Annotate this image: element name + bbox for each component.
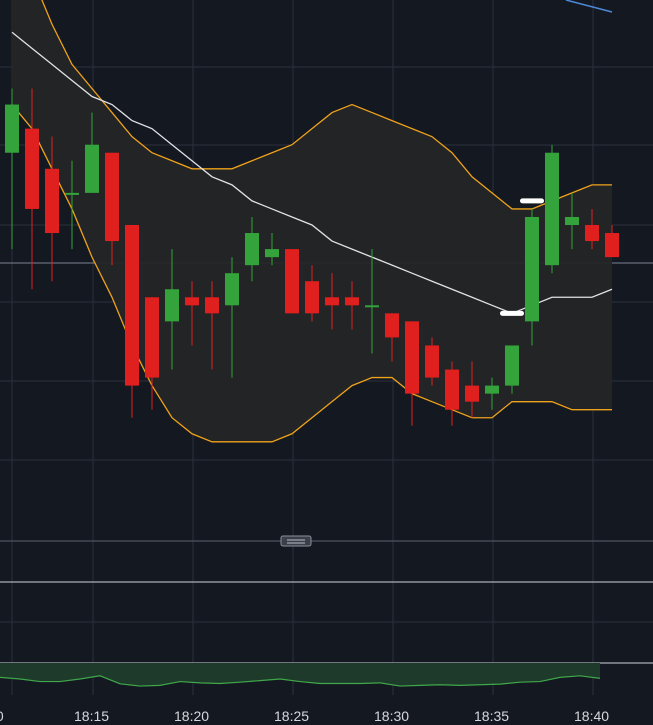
candle-body[interactable] <box>605 233 619 258</box>
x-tick-label: 18:35 <box>474 708 509 724</box>
candle-body[interactable] <box>585 225 599 242</box>
candle[interactable] <box>565 192 579 250</box>
candle[interactable] <box>305 265 319 322</box>
candle-body[interactable] <box>205 297 219 314</box>
candle[interactable] <box>25 88 39 290</box>
candle[interactable] <box>45 136 59 282</box>
candle-body[interactable] <box>285 249 299 314</box>
oscillator-pane <box>0 581 653 687</box>
trend-line <box>565 0 613 13</box>
candle-body[interactable] <box>365 305 379 308</box>
candle[interactable] <box>205 281 219 370</box>
candle[interactable] <box>485 377 499 410</box>
osc-fill <box>0 663 600 687</box>
candle-body[interactable] <box>225 273 239 306</box>
marker <box>520 198 544 204</box>
candle[interactable] <box>145 297 159 410</box>
trend-line-segment <box>565 0 613 13</box>
candle[interactable] <box>325 273 339 330</box>
x-tick-label: 18:15 <box>74 708 109 724</box>
candle-body[interactable] <box>325 297 339 306</box>
candle-body[interactable] <box>105 152 119 242</box>
drag-handle-icon[interactable] <box>280 535 312 547</box>
candle-body[interactable] <box>445 369 459 410</box>
candle-body[interactable] <box>65 192 79 195</box>
candle[interactable] <box>525 208 539 346</box>
candle-body[interactable] <box>345 297 359 306</box>
osc-line <box>0 675 601 687</box>
candle[interactable] <box>165 249 179 370</box>
x-tick-label: 18:20 <box>174 708 209 724</box>
candle-body[interactable] <box>305 281 319 314</box>
candle-body[interactable] <box>245 233 259 266</box>
candle-body[interactable] <box>145 297 159 378</box>
candle-body[interactable] <box>45 168 59 234</box>
candle[interactable] <box>85 112 99 193</box>
candle-body[interactable] <box>565 216 579 225</box>
band-fill <box>12 0 612 442</box>
pane-divider[interactable] <box>0 535 653 547</box>
candle[interactable] <box>245 216 259 282</box>
candle-body[interactable] <box>405 321 419 394</box>
candle[interactable] <box>605 225 619 258</box>
candle[interactable] <box>345 281 359 330</box>
x-tick-label: 18:30 <box>374 708 409 724</box>
candle-body[interactable] <box>525 216 539 322</box>
candle[interactable] <box>225 257 239 378</box>
candle[interactable] <box>405 321 419 426</box>
markers <box>500 198 544 316</box>
candle[interactable] <box>285 249 299 314</box>
candle[interactable] <box>425 337 439 386</box>
candle-body[interactable] <box>485 385 499 394</box>
candle[interactable] <box>125 225 139 418</box>
candle-body[interactable] <box>85 144 99 193</box>
candle[interactable] <box>105 152 119 266</box>
candle-body[interactable] <box>5 104 19 153</box>
marker <box>500 310 524 316</box>
candle[interactable] <box>5 88 19 250</box>
candle-body[interactable] <box>505 345 519 386</box>
candle-body[interactable] <box>25 128 39 209</box>
candle[interactable] <box>365 249 379 354</box>
candle[interactable] <box>505 345 519 394</box>
candle[interactable] <box>545 144 559 274</box>
candle-body[interactable] <box>265 249 279 258</box>
band-area <box>12 0 612 442</box>
candle[interactable] <box>65 160 79 250</box>
candle[interactable] <box>385 313 399 362</box>
candle-body[interactable] <box>465 385 479 402</box>
candle[interactable] <box>445 361 459 426</box>
candle[interactable] <box>265 233 279 266</box>
x-axis: :0 18:15 18:20 18:25 18:30 18:35 18:40 <box>0 708 609 724</box>
x-tick-label: 18:25 <box>274 708 309 724</box>
candle-body[interactable] <box>545 152 559 266</box>
candle[interactable] <box>585 208 599 250</box>
candles[interactable] <box>5 88 619 426</box>
x-tick-label: :0 <box>0 708 4 724</box>
candle-body[interactable] <box>425 345 439 378</box>
lower-band-line <box>11 104 612 443</box>
candle-body[interactable] <box>385 313 399 338</box>
upper-band-line <box>41 0 612 210</box>
x-tick-label: 18:40 <box>574 708 609 724</box>
candle-body[interactable] <box>185 297 199 306</box>
candle-body[interactable] <box>125 225 139 386</box>
candle[interactable] <box>185 281 199 346</box>
candle[interactable] <box>465 361 479 418</box>
candle-body[interactable] <box>165 289 179 322</box>
